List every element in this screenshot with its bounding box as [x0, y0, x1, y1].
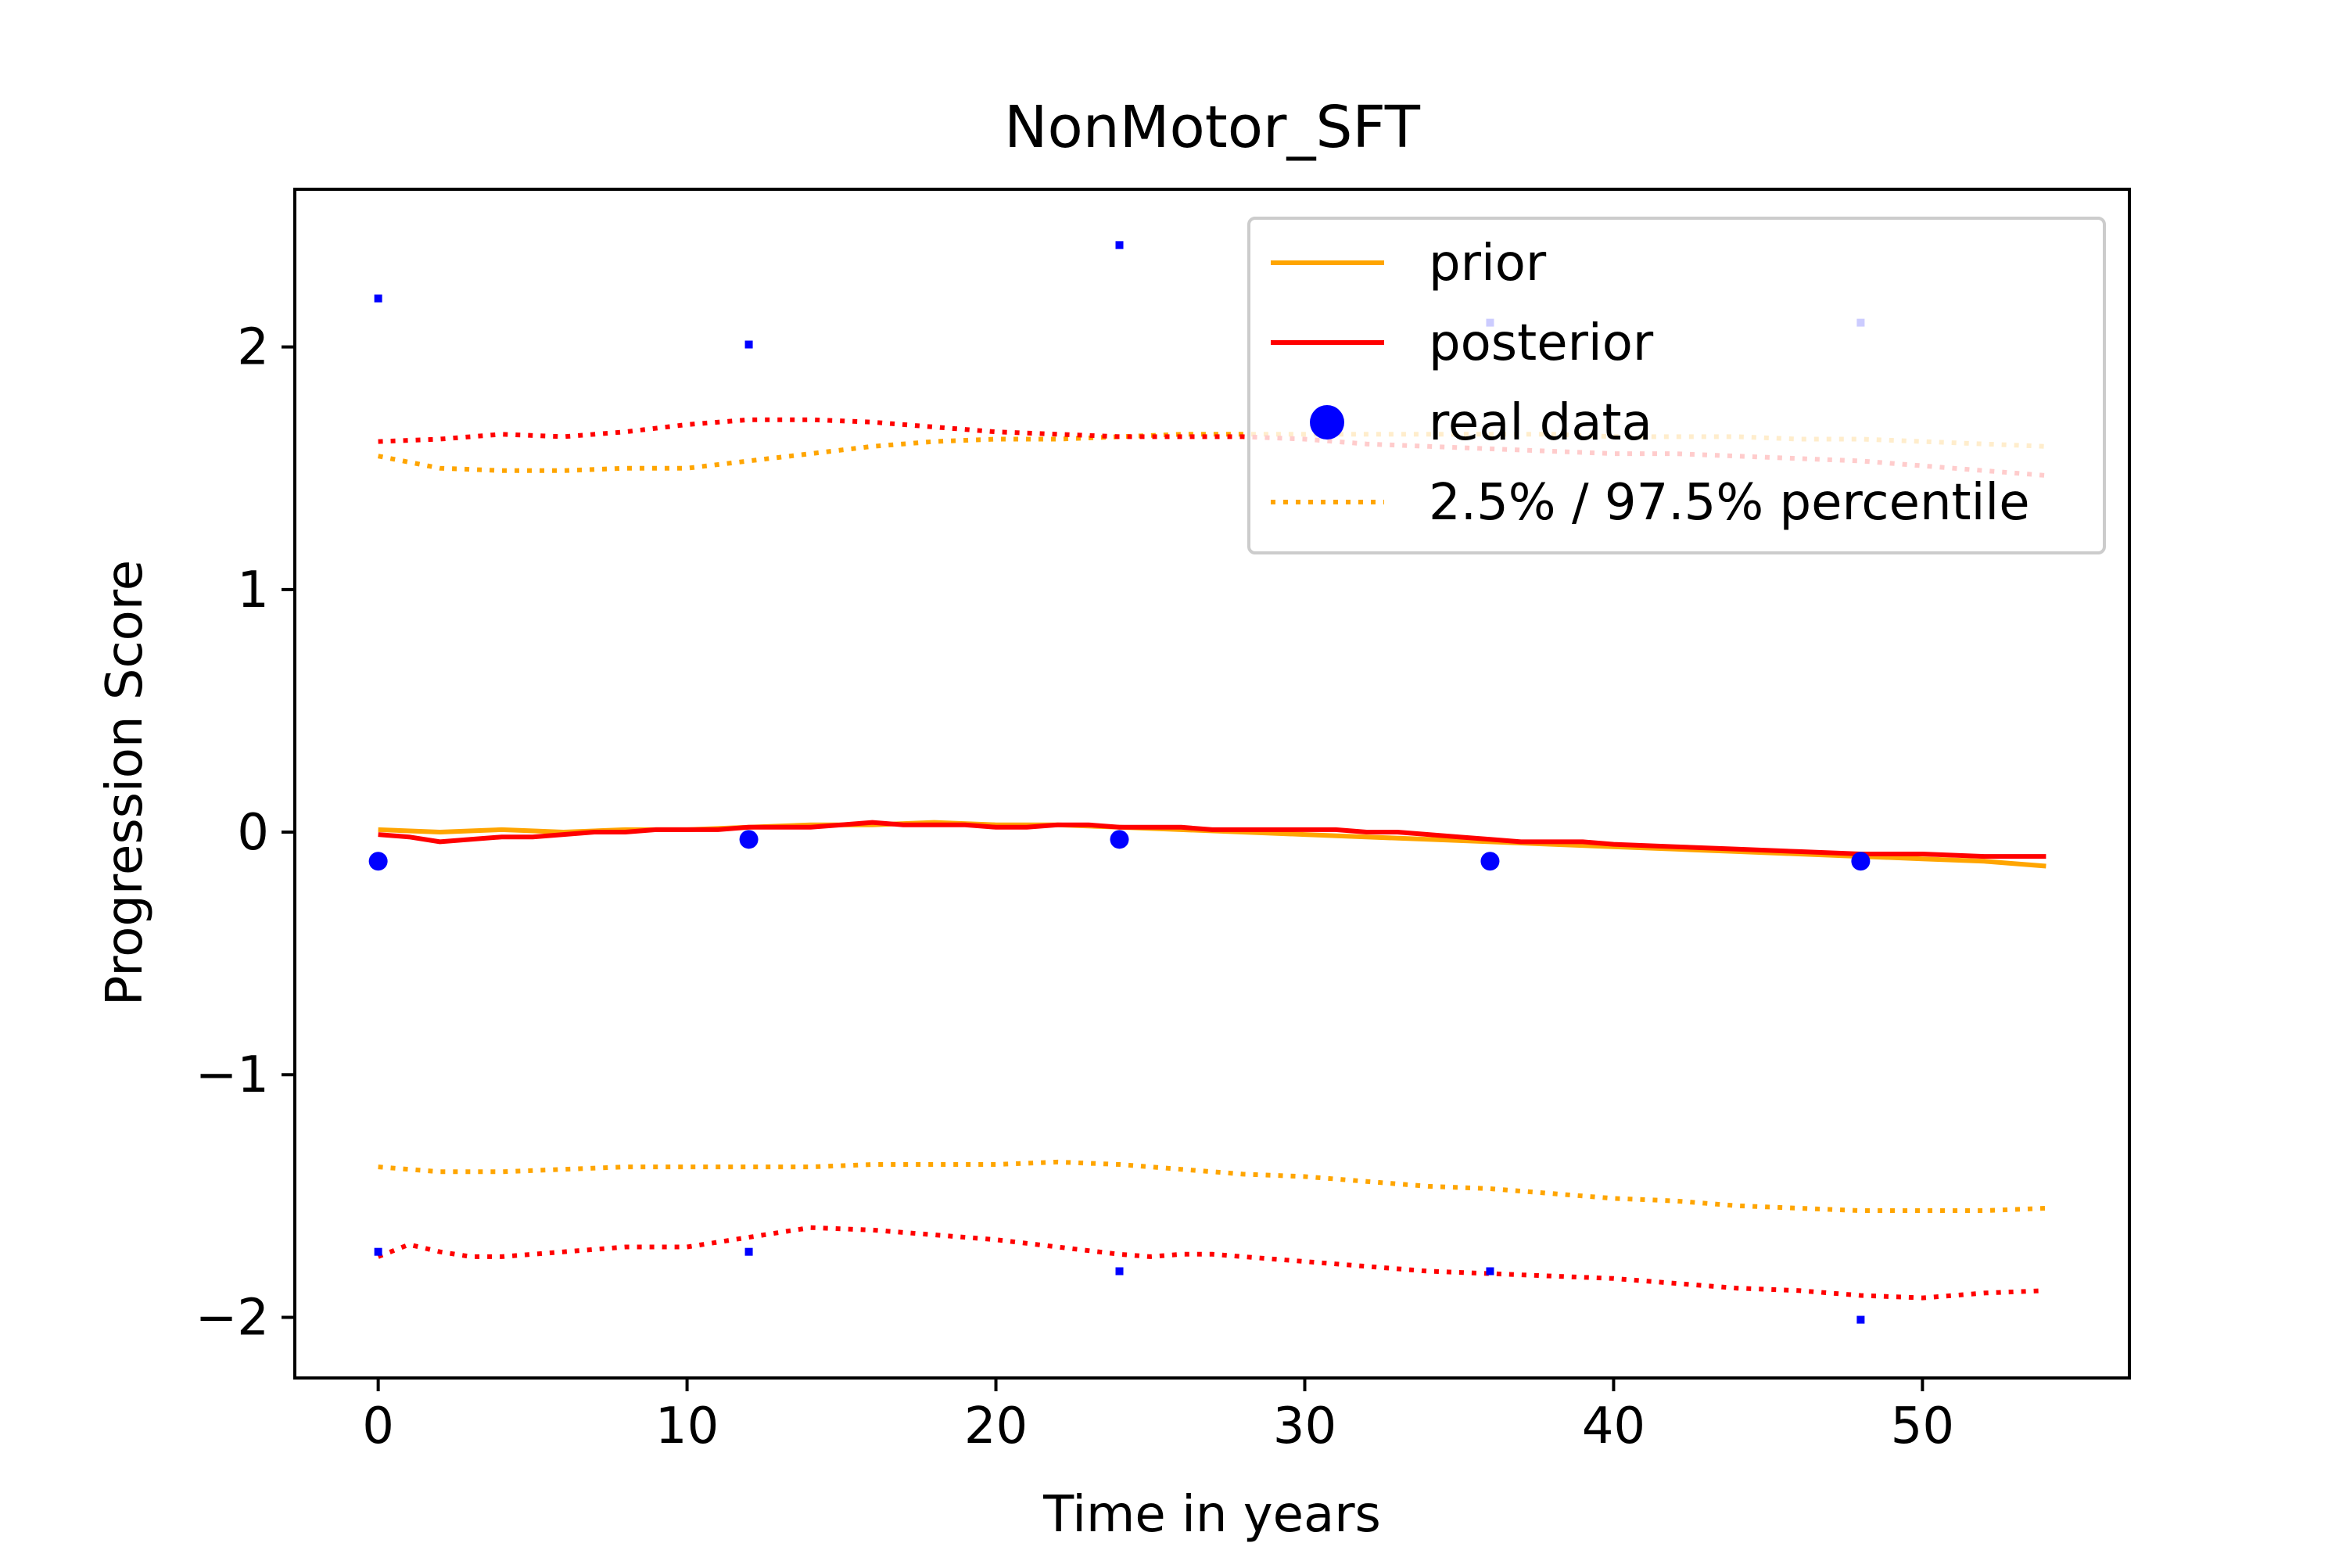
y-tick-label: 2 — [237, 319, 269, 377]
legend-label: prior — [1429, 235, 1547, 292]
legend-label: posterior — [1429, 314, 1654, 372]
x-tick-label: 40 — [1582, 1398, 1645, 1455]
real-data-point — [1480, 852, 1500, 871]
y-tick-label: 1 — [237, 562, 269, 619]
legend-marker-real-data — [1310, 405, 1344, 440]
legend-box — [1247, 217, 2106, 554]
series-line-posterior — [378, 820, 2046, 859]
legend-label: real data — [1429, 394, 1652, 452]
y-tick-label: −1 — [196, 1046, 269, 1104]
real-data-point — [368, 852, 388, 871]
x-tick-label: 30 — [1273, 1398, 1336, 1455]
real-data-upper-marker — [744, 340, 753, 349]
real-data-point — [1851, 852, 1871, 871]
x-tick-label: 20 — [964, 1398, 1028, 1455]
real-data-lower-marker — [1856, 1315, 1865, 1324]
real-data-lower-marker — [1486, 1267, 1494, 1276]
y-axis-label: Progression Score — [96, 560, 154, 1006]
real-data-point — [739, 830, 759, 849]
real-data-lower-marker — [374, 1247, 382, 1256]
x-tick-label: 50 — [1891, 1398, 1954, 1455]
y-tick-label: −2 — [196, 1289, 269, 1347]
y-tick-label: 0 — [237, 804, 269, 862]
x-tick-label: 10 — [655, 1398, 719, 1455]
series-line-prior-2-5 — [378, 1159, 2046, 1213]
real-data-lower-marker — [1115, 1267, 1124, 1276]
real-data-upper-marker — [1115, 241, 1124, 249]
real-data-lower-marker — [744, 1247, 753, 1256]
real-data-point — [1110, 830, 1129, 849]
x-axis-label: Time in years — [1042, 1486, 1381, 1544]
real-data-upper-marker — [374, 294, 382, 303]
x-tick-label: 0 — [362, 1398, 394, 1455]
chart-title: NonMotor_SFT — [1004, 94, 1421, 161]
legend: prior posterior real data 2.5% / 97.5% perc… — [1247, 217, 2106, 554]
plot-frame — [293, 188, 2131, 1380]
legend-label: 2.5% / 97.5% percentile — [1429, 474, 2030, 532]
